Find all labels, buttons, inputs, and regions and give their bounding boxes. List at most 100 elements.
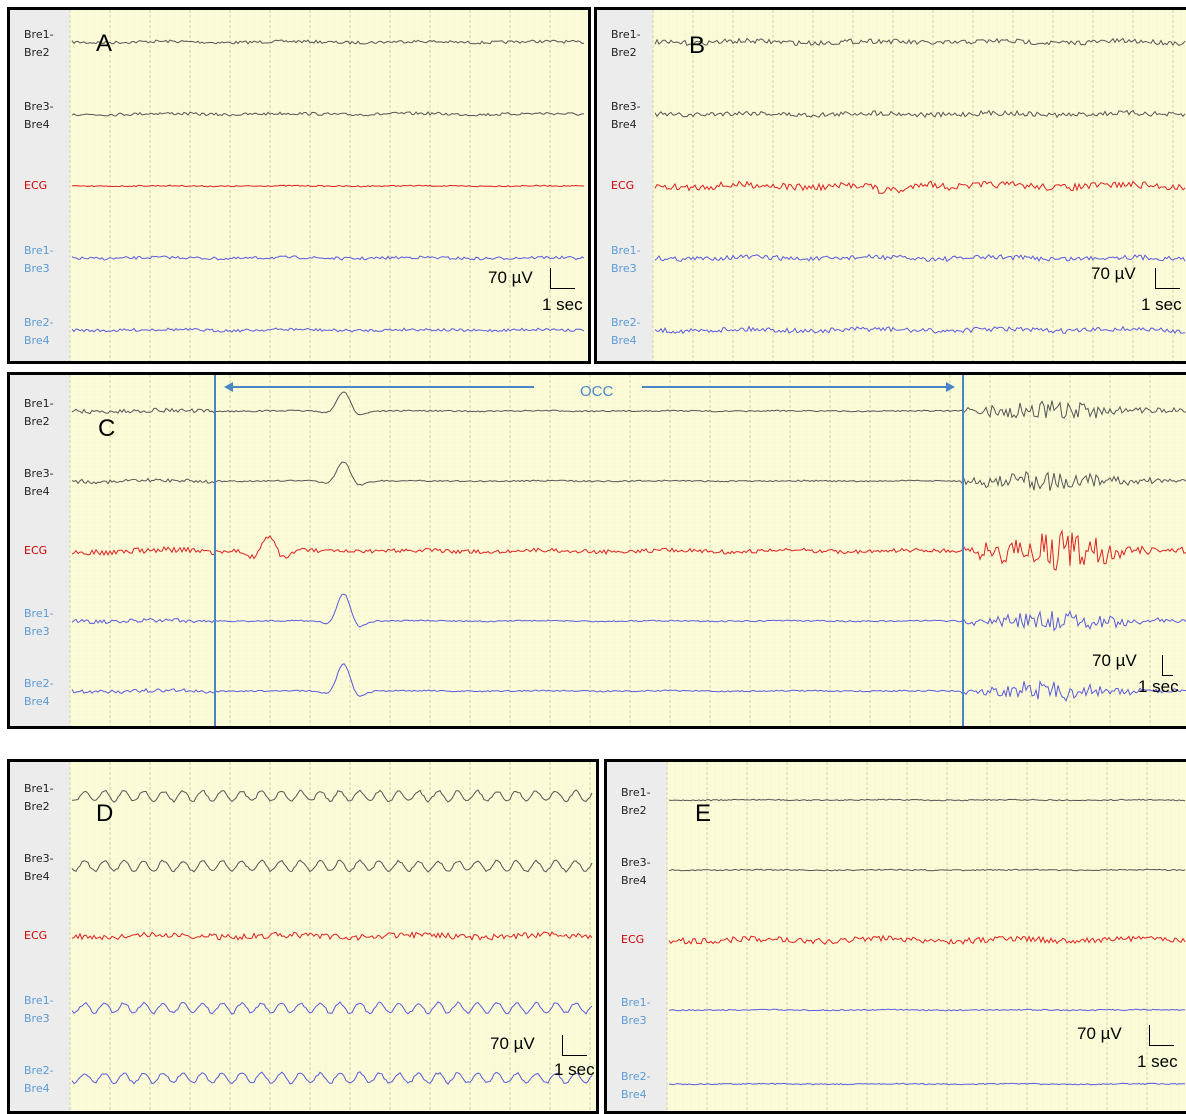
channel-label: ECG bbox=[24, 927, 47, 945]
channel-label: Bre3- Bre4 bbox=[611, 98, 641, 134]
panel-letter: B bbox=[689, 32, 706, 59]
scale-amplitude-label: 70 µV bbox=[1092, 651, 1137, 670]
channel-label: ECG bbox=[611, 177, 634, 195]
occ-arrow-left bbox=[232, 386, 534, 388]
scale-time-label: 1 sec bbox=[1141, 295, 1182, 314]
channel-trace bbox=[668, 798, 1186, 802]
channel-label: Bre1- Bre3 bbox=[24, 242, 54, 278]
panel-letter: D bbox=[96, 800, 114, 827]
channel-trace bbox=[71, 593, 1186, 632]
panel-letter: E bbox=[695, 800, 712, 827]
channel-trace bbox=[71, 111, 584, 117]
channel-label-line1: Bre1- bbox=[24, 607, 54, 620]
channel-label: Bre1- Bre3 bbox=[24, 992, 54, 1028]
channel-label-line1: Bre1- bbox=[24, 782, 54, 795]
occ-arrow-right bbox=[642, 386, 948, 388]
channel-trace bbox=[71, 255, 585, 261]
panel-a: A 70 µV 1 sec Bre1- Bre2 Bre3- Bre4 ECG Bre1-… bbox=[7, 7, 591, 364]
channel-trace bbox=[71, 391, 1186, 420]
channel-label-line1: Bre3- bbox=[621, 856, 651, 869]
channel-label-line1: ECG bbox=[24, 544, 48, 557]
scale-time-label: 1 sec bbox=[542, 295, 583, 314]
channel-label: ECG bbox=[24, 177, 47, 195]
panel-d: D 70 µV 1 sec Bre1- Bre2 Bre3- Bre4 ECG Bre1-… bbox=[7, 759, 599, 1114]
channel-label-line1: Bre3- bbox=[611, 100, 641, 113]
channel-label-column bbox=[597, 10, 653, 361]
channel-label: Bre1- Bre2 bbox=[611, 26, 641, 62]
channel-label-line1: Bre1- bbox=[621, 786, 651, 799]
channel-label-line1: Bre3- bbox=[24, 467, 54, 480]
channel-label: Bre1- Bre3 bbox=[24, 605, 54, 641]
channel-label-line2: Bre4 bbox=[24, 870, 50, 883]
channel-label-line1: Bre2- bbox=[621, 1070, 651, 1083]
occ-arrowhead-left bbox=[224, 382, 233, 392]
channel-label-column bbox=[10, 10, 70, 361]
scale-bar bbox=[1162, 655, 1173, 676]
channel-label-line1: ECG bbox=[24, 179, 48, 192]
channel-trace bbox=[71, 528, 1186, 571]
scale-time-label: 1 sec bbox=[554, 1060, 595, 1079]
eeg-trace-area bbox=[69, 10, 585, 361]
channel-trace bbox=[71, 461, 1186, 491]
panel-c: C OCC 70 µV 1 sec Bre1- Bre2 Bre3- Bre4 ECG B… bbox=[7, 372, 1186, 729]
channel-label-line2: Bre4 bbox=[621, 874, 647, 887]
channel-label-line2: Bre3 bbox=[24, 1012, 50, 1025]
channel-label-column bbox=[607, 762, 667, 1111]
channel-label-line2: Bre2 bbox=[24, 415, 50, 428]
occ-start-line bbox=[214, 375, 216, 726]
channel-trace bbox=[668, 934, 1186, 945]
channel-trace bbox=[71, 1071, 593, 1086]
channel-label: Bre3- Bre4 bbox=[24, 465, 54, 501]
channel-label-line2: Bre3 bbox=[24, 262, 50, 275]
channel-label-line2: Bre2 bbox=[621, 804, 647, 817]
channel-label-line1: ECG bbox=[621, 933, 645, 946]
channel-label-line2: Bre3 bbox=[611, 262, 637, 275]
channel-label: Bre1- Bre2 bbox=[24, 780, 54, 816]
channel-label-line2: Bre3 bbox=[24, 625, 50, 638]
channel-label-line1: Bre1- bbox=[621, 996, 651, 1009]
channel-label-line2: Bre4 bbox=[24, 695, 50, 708]
channel-label-line2: Bre4 bbox=[24, 485, 50, 498]
channel-label: Bre1- Bre2 bbox=[24, 26, 54, 62]
channel-label-line1: Bre2- bbox=[24, 316, 54, 329]
channel-trace bbox=[71, 663, 1186, 702]
channel-label: Bre2- Bre4 bbox=[24, 675, 54, 711]
channel-label-line2: Bre4 bbox=[611, 118, 637, 131]
occ-end-line bbox=[962, 375, 964, 726]
channel-trace bbox=[71, 327, 585, 333]
panel-b: B 70 µV 1 sec Bre1- Bre2 Bre3- Bre4 ECG Bre1-… bbox=[594, 7, 1186, 364]
channel-label-line2: Bre3 bbox=[621, 1014, 647, 1027]
channel-label-line1: Bre1- bbox=[24, 244, 54, 257]
eeg-trace-area bbox=[652, 10, 1186, 361]
channel-label: Bre2- Bre4 bbox=[24, 1062, 54, 1098]
scale-amplitude-label: 70 µV bbox=[490, 1034, 535, 1053]
channel-label-line1: Bre1- bbox=[611, 244, 641, 257]
scale-amplitude-label: 70 µV bbox=[488, 268, 533, 287]
panel-letter: A bbox=[96, 30, 113, 57]
channel-label: ECG bbox=[24, 542, 47, 560]
channel-label-line1: Bre1- bbox=[24, 994, 54, 1007]
channel-trace bbox=[668, 1082, 1186, 1086]
channel-label: Bre2- Bre4 bbox=[611, 314, 641, 350]
channel-label-line2: Bre4 bbox=[24, 118, 50, 131]
channel-label-line1: Bre3- bbox=[24, 100, 54, 113]
channel-label: Bre1- Bre3 bbox=[621, 994, 651, 1030]
channel-trace bbox=[654, 253, 1186, 263]
scale-amplitude-label: 70 µV bbox=[1091, 264, 1136, 283]
channel-trace bbox=[71, 184, 585, 188]
channel-label-line1: Bre3- bbox=[24, 852, 54, 865]
channel-trace bbox=[654, 109, 1186, 119]
scale-bar bbox=[550, 268, 575, 289]
channel-label-line1: Bre1- bbox=[611, 28, 641, 41]
channel-label: Bre3- Bre4 bbox=[621, 854, 651, 890]
channel-label-line1: ECG bbox=[24, 929, 48, 942]
channel-label-line1: Bre1- bbox=[24, 28, 54, 41]
channel-label-line2: Bre4 bbox=[24, 1082, 50, 1095]
channel-label-line2: Bre4 bbox=[24, 334, 50, 347]
channel-trace bbox=[654, 325, 1186, 335]
channel-label-line2: Bre2 bbox=[24, 46, 50, 59]
panel-e: E 70 µV 1 sec Bre1- Bre2 Bre3- Bre4 ECG Bre1-… bbox=[604, 759, 1186, 1114]
channel-trace bbox=[71, 859, 593, 873]
channel-label-line1: Bre2- bbox=[611, 316, 641, 329]
eeg-trace-area bbox=[69, 375, 1186, 726]
